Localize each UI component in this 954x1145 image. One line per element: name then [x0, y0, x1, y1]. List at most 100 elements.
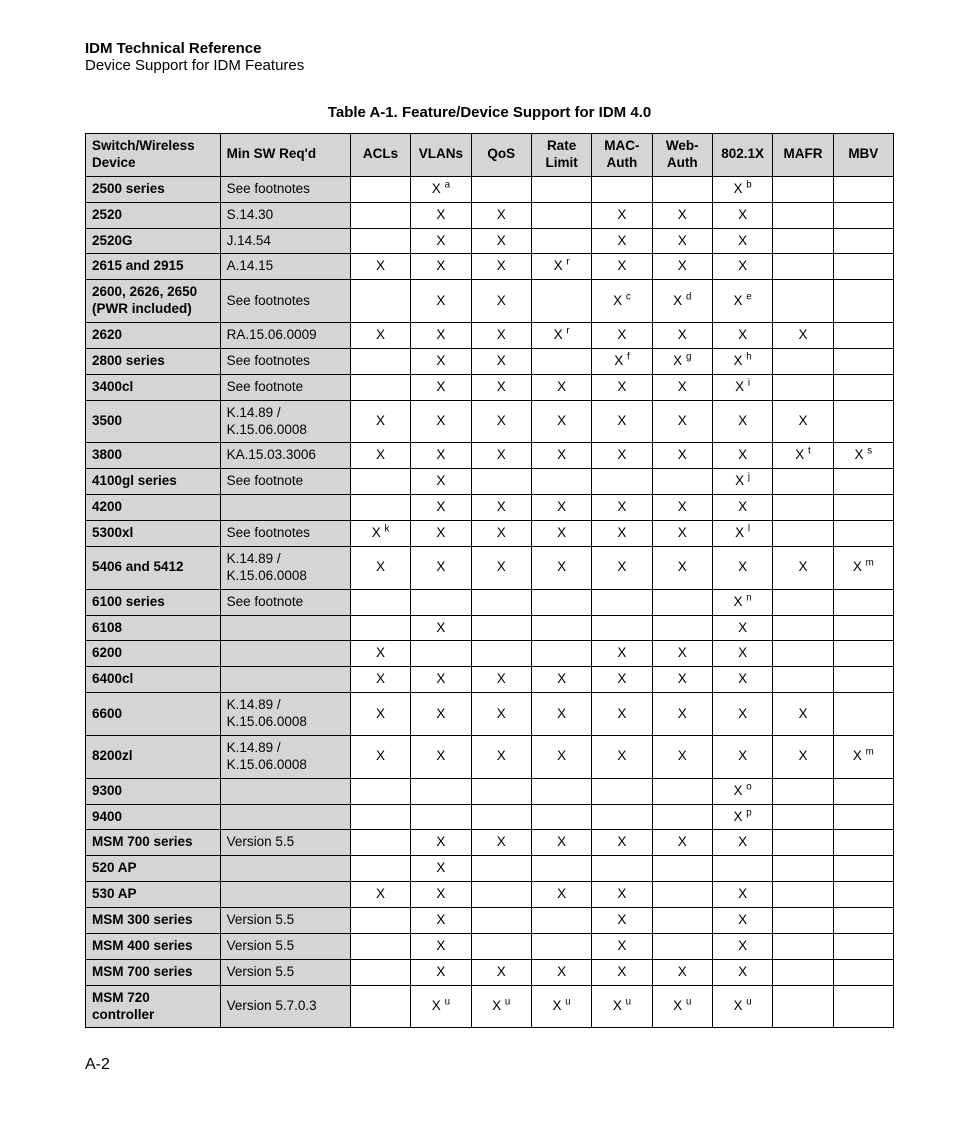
feature-cell: X — [712, 443, 772, 469]
device-cell: 3500 — [86, 400, 221, 443]
table-row: 2615 and 2915A.14.15XXXX rXXX — [86, 254, 894, 280]
feature-cell — [350, 615, 410, 641]
feature-cell: X — [712, 323, 772, 349]
table-row: 6108XX — [86, 615, 894, 641]
device-cell: 3800 — [86, 443, 221, 469]
feature-cell: X c — [592, 280, 652, 323]
feature-cell — [471, 933, 531, 959]
table-row: 6600K.14.89 /K.15.06.0008XXXXXXXX — [86, 693, 894, 736]
feature-cell: X e — [712, 280, 772, 323]
feature-cell — [471, 176, 531, 202]
feature-cell: X — [471, 735, 531, 778]
feature-cell: X — [712, 254, 772, 280]
feature-cell: X p — [712, 804, 772, 830]
feature-cell: X m — [833, 546, 893, 589]
feature-cell: X — [471, 521, 531, 547]
feature-cell — [350, 933, 410, 959]
feature-cell: X — [652, 202, 712, 228]
feature-cell — [833, 495, 893, 521]
table-row: 4200XXXXXX — [86, 495, 894, 521]
feature-cell: X — [350, 667, 410, 693]
feature-cell — [833, 400, 893, 443]
feature-cell: X — [411, 856, 471, 882]
table-row: 3500K.14.89 /K.15.06.0008XXXXXXXX — [86, 400, 894, 443]
feature-cell: X — [592, 830, 652, 856]
feature-cell — [531, 228, 591, 254]
feature-cell: X u — [471, 985, 531, 1028]
feature-cell — [652, 933, 712, 959]
feature-cell: X — [531, 521, 591, 547]
feature-cell — [833, 908, 893, 934]
min-sw-cell: See footnotes — [220, 176, 350, 202]
device-cell: 530 AP — [86, 882, 221, 908]
feature-cell — [773, 830, 833, 856]
feature-cell — [350, 830, 410, 856]
feature-cell — [471, 882, 531, 908]
feature-cell — [350, 985, 410, 1028]
feature-cell: X — [411, 882, 471, 908]
feature-cell: X — [411, 469, 471, 495]
feature-cell: X — [471, 830, 531, 856]
device-cell: 6100 series — [86, 589, 221, 615]
feature-cell — [773, 469, 833, 495]
table-row: 6200XXXX — [86, 641, 894, 667]
device-cell: 4200 — [86, 495, 221, 521]
feature-cell — [531, 615, 591, 641]
feature-cell: X — [652, 495, 712, 521]
feature-cell — [773, 933, 833, 959]
feature-cell: X f — [592, 348, 652, 374]
device-cell: MSM 300 series — [86, 908, 221, 934]
feature-cell: X u — [712, 985, 772, 1028]
feature-cell: X — [712, 202, 772, 228]
feature-cell — [773, 254, 833, 280]
feature-cell: X t — [773, 443, 833, 469]
feature-cell: X — [531, 830, 591, 856]
feature-cell — [652, 778, 712, 804]
feature-cell: X — [712, 693, 772, 736]
feature-cell: X — [531, 400, 591, 443]
doc-title: IDM Technical Reference — [85, 40, 894, 57]
feature-cell — [773, 589, 833, 615]
feature-cell: X — [531, 693, 591, 736]
min-sw-cell: See footnote — [220, 374, 350, 400]
feature-cell — [592, 615, 652, 641]
feature-cell: X r — [531, 323, 591, 349]
feature-cell — [833, 280, 893, 323]
table-row: 9300X o — [86, 778, 894, 804]
feature-cell: X — [471, 400, 531, 443]
feature-cell — [592, 176, 652, 202]
feature-cell — [471, 804, 531, 830]
feature-cell — [833, 882, 893, 908]
device-cell: MSM 400 series — [86, 933, 221, 959]
feature-cell — [531, 469, 591, 495]
feature-cell — [773, 495, 833, 521]
table-row: 2800 seriesSee footnotesXXX fX gX h — [86, 348, 894, 374]
feature-cell — [773, 615, 833, 641]
feature-cell: X — [652, 400, 712, 443]
table-row: 2500 seriesSee footnotesX aX b — [86, 176, 894, 202]
table-row: 5300xlSee footnotesX kXXXXXX l — [86, 521, 894, 547]
table-row: 9400X p — [86, 804, 894, 830]
table-body: 2500 seriesSee footnotesX aX b2520S.14.3… — [86, 176, 894, 1028]
feature-cell: X — [773, 323, 833, 349]
feature-cell — [350, 469, 410, 495]
feature-cell — [350, 589, 410, 615]
feature-cell: X — [592, 202, 652, 228]
feature-cell — [773, 804, 833, 830]
table-row: MSM 400 seriesVersion 5.5XXX — [86, 933, 894, 959]
feature-cell — [652, 176, 712, 202]
feature-cell — [531, 856, 591, 882]
feature-cell: X — [350, 693, 410, 736]
feature-cell — [531, 933, 591, 959]
feature-cell: X — [592, 495, 652, 521]
min-sw-cell: See footnote — [220, 469, 350, 495]
min-sw-cell: See footnotes — [220, 280, 350, 323]
table-caption: Table A-1. Feature/Device Support for ID… — [85, 104, 894, 121]
feature-cell: X — [773, 400, 833, 443]
feature-cell — [833, 589, 893, 615]
feature-cell: X — [471, 959, 531, 985]
feature-cell: X — [652, 374, 712, 400]
table-row: 5406 and 5412K.14.89 /K.15.06.0008XXXXXX… — [86, 546, 894, 589]
feature-cell: X s — [833, 443, 893, 469]
feature-cell: X — [411, 202, 471, 228]
